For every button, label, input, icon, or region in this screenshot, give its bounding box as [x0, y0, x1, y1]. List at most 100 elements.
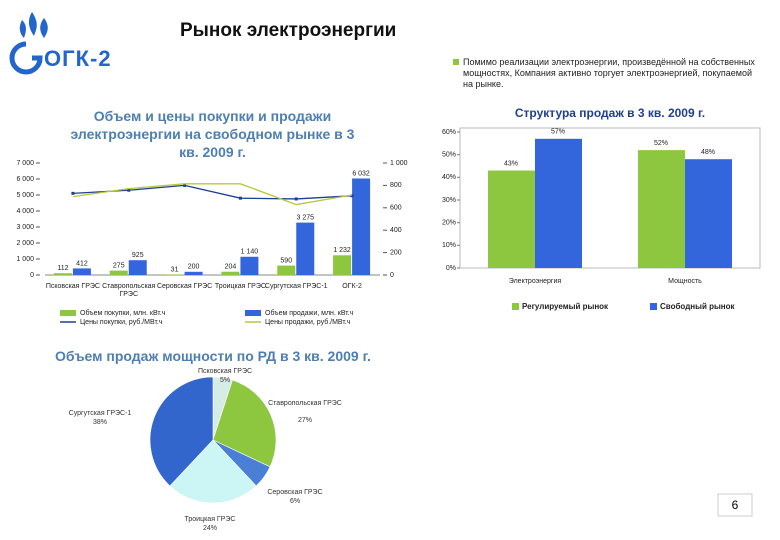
line [72, 183, 353, 206]
slice-label: Ставропольская ГРЭС [268, 400, 342, 407]
value-label: 112 [57, 265, 68, 272]
value-label: 6 032 [352, 170, 370, 177]
slide-title: Рынок электроэнергии [180, 20, 397, 41]
y-tick-label: 7 000 [16, 160, 34, 167]
logo-flame [19, 12, 48, 38]
line-marker [238, 196, 242, 200]
y2-tick-label: 800 [390, 182, 402, 189]
chart-title: Структура продаж в 3 кв. 2009 г. [514, 106, 706, 120]
y-tick-label: 0% [446, 265, 456, 272]
value-label: 48% [701, 149, 715, 156]
bar [488, 170, 535, 268]
pie-slice [212, 379, 277, 468]
value-label: 200 [188, 264, 200, 271]
slice-value: 24% [202, 525, 217, 532]
value-label: 275 [113, 262, 125, 269]
slice-value: 6% [289, 498, 301, 505]
bar [352, 178, 371, 275]
legend-label: Цены покупки, руб./МВт.ч [80, 318, 163, 326]
y2-tick-label: 600 [390, 205, 402, 212]
legend-swatch [60, 310, 76, 316]
y2-tick-label: 1 000 [390, 160, 408, 167]
y-tick-label: 20% [442, 220, 456, 227]
bar [240, 256, 259, 275]
y-tick-label: 6 000 [16, 176, 34, 183]
slice-value: 38% [92, 419, 107, 426]
legend-label: Свободный рынок [660, 302, 736, 311]
slice-label: Псковская ГРЭС [197, 368, 253, 375]
y-tick-label: 50% [442, 152, 456, 159]
legend-swatch [245, 310, 261, 316]
bullet-mark [453, 59, 459, 65]
bullet-text: Помимо реализации электроэнергии, произв… [463, 57, 755, 89]
slice-label: Серовская ГРЭС [267, 489, 323, 496]
bar [638, 150, 685, 268]
chart-title: Объем продаж мощности по РД в 3 кв. 2009… [55, 348, 371, 364]
bar [277, 265, 296, 275]
page-number-box [717, 493, 753, 517]
y-tick-label: 5 000 [16, 192, 34, 199]
value-label: 1 140 [241, 249, 259, 256]
bar [72, 268, 91, 275]
slice-label: Троицкая ГРЭС [184, 516, 236, 523]
y-tick-label: 4 000 [16, 208, 34, 215]
x-tick-label: Сургутская ГРЭС-1 [264, 283, 328, 290]
legend-label: Регулируемый рынок [522, 302, 609, 311]
logo-text: ОГК-2 [44, 46, 112, 71]
slice-label: Сургутская ГРЭС-1 [68, 410, 132, 417]
x-tick-label: Псковская ГРЭС [45, 283, 100, 290]
line-marker [127, 188, 131, 192]
y-tick-label: 0 [30, 272, 34, 279]
value-label: 204 [225, 264, 237, 271]
pie-slice [149, 376, 214, 487]
value-label: 57% [551, 129, 565, 136]
line-marker [71, 191, 75, 195]
bar [128, 260, 147, 275]
bar [333, 255, 352, 275]
legend-swatch [512, 303, 519, 310]
x-tick-label: Троицкая ГРЭС [214, 283, 266, 290]
bar [535, 138, 582, 268]
value-label: 52% [654, 140, 668, 147]
value-label: 590 [280, 257, 292, 264]
y-tick-label: 40% [442, 174, 456, 181]
value-label: 412 [76, 260, 88, 267]
legend-label: Объем покупки, млн. кВт.ч [80, 309, 166, 317]
value-label: 1 232 [333, 247, 351, 254]
slice-value: 5% [219, 377, 231, 384]
y-tick-label: 1 000 [16, 256, 34, 263]
y2-tick-label: 0 [390, 272, 394, 279]
line [72, 184, 353, 200]
value-label: 43% [504, 160, 518, 167]
chart-title: Объем и цены покупки и продажи электроэн… [70, 108, 355, 160]
page-number: 6 [731, 498, 739, 512]
legend-label: Объем продажи, млн. кВт.ч [265, 309, 354, 317]
y-tick-label: 10% [442, 242, 456, 249]
bar [184, 271, 203, 275]
legend-label: Цены продажи, руб./МВт.ч [265, 318, 351, 326]
pie-slice [169, 439, 257, 504]
slice-value: 27% [297, 417, 312, 424]
bar [685, 159, 732, 268]
value-label: 925 [132, 252, 144, 259]
line-marker [183, 183, 187, 187]
x-tick-label: Серовская ГРЭС [156, 283, 213, 290]
logo-ring [9, 41, 43, 75]
x-tick-label: Мощность [668, 278, 702, 285]
y-tick-label: 60% [442, 129, 456, 136]
value-label: 3 275 [296, 214, 314, 221]
bar [53, 273, 72, 275]
x-tick-label: Ставропольская ГРЭС [102, 283, 156, 298]
x-tick-label: Электроэнергия [509, 278, 562, 285]
x-tick-label: ОГК-2 [342, 283, 362, 290]
bar [109, 270, 128, 275]
y-tick-label: 3 000 [16, 224, 34, 231]
legend-swatch [650, 303, 657, 310]
y-tick-label: 2 000 [16, 240, 34, 247]
plot-frame [459, 127, 761, 269]
line-marker [350, 194, 354, 198]
y-tick-label: 30% [442, 197, 456, 204]
line-marker [294, 197, 298, 201]
